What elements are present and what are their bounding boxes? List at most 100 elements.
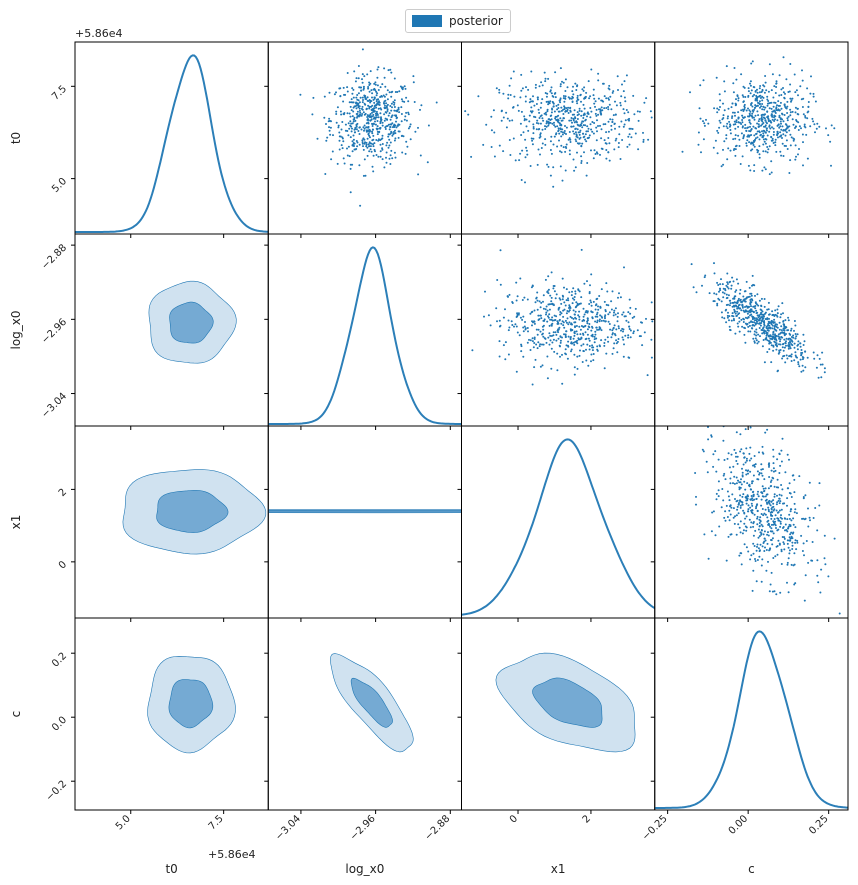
scatter-point bbox=[755, 319, 758, 322]
scatter-point bbox=[789, 333, 792, 336]
scatter-point bbox=[351, 144, 354, 146]
scatter-point bbox=[567, 310, 570, 313]
scatter-point bbox=[537, 108, 540, 111]
scatter-point bbox=[775, 503, 778, 506]
scatter-point bbox=[599, 314, 602, 317]
scatter-point bbox=[357, 92, 360, 95]
scatter-point bbox=[520, 134, 523, 136]
scatter-point bbox=[725, 284, 728, 287]
scatter-point bbox=[372, 143, 374, 146]
scatter-point bbox=[719, 121, 722, 124]
scatter-point bbox=[779, 343, 782, 346]
scatter-point bbox=[548, 313, 551, 316]
x-tick-label: −0.25 bbox=[640, 813, 669, 842]
scatter-point bbox=[569, 336, 572, 339]
scatter-point bbox=[576, 339, 579, 342]
scatter-point bbox=[729, 505, 731, 508]
scatter-point bbox=[604, 123, 607, 126]
scatter-point bbox=[574, 306, 577, 309]
scatter-point bbox=[781, 343, 784, 346]
scatter-point bbox=[772, 96, 775, 99]
scatter-point bbox=[758, 131, 761, 134]
scatter-point bbox=[388, 112, 391, 115]
scatter-point bbox=[767, 119, 770, 122]
scatter-point bbox=[738, 320, 741, 323]
scatter-point bbox=[567, 138, 570, 141]
scatter-point bbox=[779, 340, 781, 343]
scatter-point bbox=[504, 308, 506, 311]
scatter-point bbox=[718, 119, 721, 122]
scatter-point bbox=[373, 142, 376, 145]
scatter-point bbox=[790, 519, 793, 522]
scatter-point bbox=[796, 539, 799, 542]
scatter-point bbox=[563, 326, 566, 329]
scatter-point bbox=[348, 127, 351, 130]
scatter-point bbox=[779, 338, 782, 341]
scatter-point bbox=[753, 340, 756, 343]
scatter-point bbox=[351, 92, 354, 95]
scatter-point bbox=[756, 517, 759, 520]
scatter-point bbox=[568, 97, 571, 100]
scatter-point bbox=[624, 100, 627, 103]
scatter-point bbox=[563, 130, 566, 132]
scatter-point bbox=[736, 300, 739, 303]
scatter-point bbox=[388, 144, 391, 147]
scatter-point bbox=[553, 314, 556, 317]
scatter-point bbox=[731, 276, 734, 279]
scatter-point bbox=[549, 140, 552, 143]
scatter-point bbox=[527, 88, 530, 91]
scatter-point bbox=[381, 148, 384, 151]
scatter-point bbox=[557, 114, 560, 117]
scatter-point bbox=[753, 145, 756, 148]
scatter-point bbox=[510, 320, 513, 323]
scatter-point bbox=[771, 110, 774, 113]
scatter-point bbox=[557, 121, 560, 124]
scatter-point bbox=[659, 93, 661, 95]
scatter-point bbox=[743, 116, 746, 119]
scatter-point bbox=[743, 512, 746, 515]
scatter-point bbox=[546, 320, 549, 323]
scatter-point bbox=[723, 516, 726, 519]
scatter-point bbox=[768, 107, 771, 110]
y-tick-label: −2.88 bbox=[40, 242, 69, 271]
scatter-point bbox=[823, 557, 826, 560]
scatter-point bbox=[775, 325, 778, 328]
scatter-point bbox=[578, 302, 581, 305]
scatter-point bbox=[590, 110, 593, 113]
scatter-point bbox=[356, 115, 359, 118]
scatter-point bbox=[713, 262, 715, 265]
scatter-point bbox=[773, 120, 776, 122]
scatter-point bbox=[581, 126, 584, 129]
scatter-point bbox=[815, 366, 818, 369]
scatter-point bbox=[753, 324, 756, 327]
scatter-point bbox=[746, 494, 749, 497]
scatter-point bbox=[771, 537, 774, 540]
scatter-point bbox=[378, 100, 380, 103]
scatter-point bbox=[582, 307, 585, 310]
scatter-point bbox=[780, 494, 783, 497]
scatter-point bbox=[629, 127, 632, 130]
scatter-point bbox=[386, 89, 389, 92]
scatter-point bbox=[384, 85, 387, 88]
scatter-point bbox=[754, 529, 757, 532]
scatter-point bbox=[786, 119, 789, 122]
scatter-point bbox=[543, 71, 546, 74]
scatter-point bbox=[560, 106, 563, 109]
scatter-point bbox=[782, 129, 785, 131]
scatter-point bbox=[752, 116, 755, 119]
scatter-point bbox=[533, 309, 536, 312]
scatter-point bbox=[754, 114, 757, 117]
scatter-point bbox=[779, 118, 782, 120]
scatter-point bbox=[750, 149, 752, 152]
scatter-point bbox=[804, 366, 807, 369]
scatter-point bbox=[763, 305, 766, 308]
scatter-point bbox=[519, 316, 522, 319]
scatter-point bbox=[721, 488, 724, 490]
scatter-point bbox=[772, 142, 775, 144]
scatter-point bbox=[767, 531, 769, 534]
scatter-point bbox=[352, 88, 355, 91]
scatter-point bbox=[346, 86, 349, 89]
scatter-point bbox=[751, 509, 754, 511]
scatter-point bbox=[663, 125, 665, 127]
scatter-point bbox=[361, 96, 364, 99]
